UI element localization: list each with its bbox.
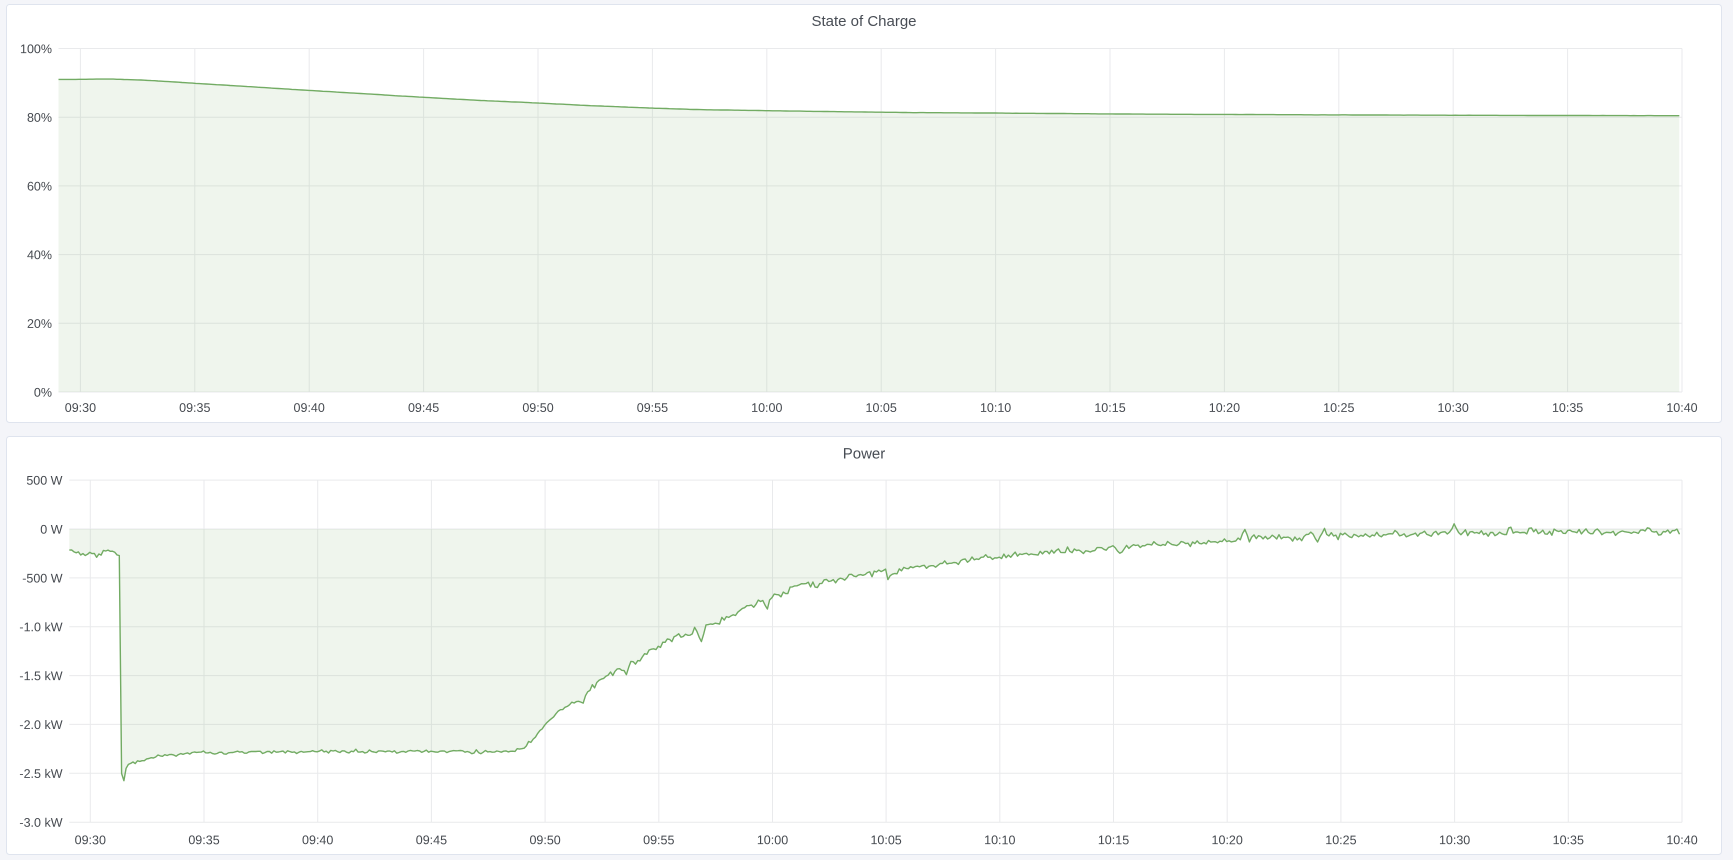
svg-text:State of Charge: State of Charge [811, 13, 916, 30]
svg-text:10:15: 10:15 [1094, 401, 1125, 415]
svg-text:10:25: 10:25 [1323, 401, 1354, 415]
svg-text:10:00: 10:00 [751, 401, 782, 415]
svg-text:10:40: 10:40 [1666, 833, 1697, 847]
svg-text:09:45: 09:45 [416, 833, 447, 847]
svg-text:10:15: 10:15 [1098, 833, 1129, 847]
svg-text:Power: Power [843, 445, 886, 462]
svg-text:10:05: 10:05 [866, 401, 897, 415]
svg-text:09:55: 09:55 [637, 401, 668, 415]
svg-text:10:20: 10:20 [1212, 833, 1243, 847]
svg-text:09:30: 09:30 [75, 833, 106, 847]
svg-text:10:30: 10:30 [1439, 833, 1470, 847]
svg-text:0 W: 0 W [40, 523, 62, 537]
svg-text:09:40: 09:40 [294, 401, 325, 415]
svg-text:10:35: 10:35 [1553, 833, 1584, 847]
svg-text:80%: 80% [27, 111, 52, 125]
svg-text:10:10: 10:10 [980, 401, 1011, 415]
svg-text:09:35: 09:35 [179, 401, 210, 415]
svg-text:10:10: 10:10 [984, 833, 1015, 847]
svg-text:10:25: 10:25 [1325, 833, 1356, 847]
svg-text:-2.5 kW: -2.5 kW [19, 767, 62, 781]
svg-text:10:30: 10:30 [1438, 401, 1469, 415]
svg-text:10:20: 10:20 [1209, 401, 1240, 415]
svg-text:09:35: 09:35 [188, 833, 219, 847]
svg-text:500 W: 500 W [26, 474, 62, 488]
svg-text:60%: 60% [27, 179, 52, 193]
svg-text:20%: 20% [27, 317, 52, 331]
svg-text:09:30: 09:30 [65, 401, 96, 415]
svg-text:09:50: 09:50 [529, 833, 560, 847]
svg-text:09:50: 09:50 [522, 401, 553, 415]
svg-text:-3.0 kW: -3.0 kW [19, 816, 62, 830]
svg-text:100%: 100% [20, 42, 52, 56]
svg-text:-500 W: -500 W [22, 571, 62, 585]
svg-text:40%: 40% [27, 248, 52, 262]
svg-text:09:40: 09:40 [302, 833, 333, 847]
svg-text:10:00: 10:00 [757, 833, 788, 847]
svg-text:10:05: 10:05 [870, 833, 901, 847]
svg-text:09:45: 09:45 [408, 401, 439, 415]
svg-text:10:35: 10:35 [1552, 401, 1583, 415]
svg-text:-2.0 kW: -2.0 kW [19, 718, 62, 732]
svg-text:0%: 0% [34, 386, 52, 400]
svg-text:-1.5 kW: -1.5 kW [19, 669, 62, 683]
svg-text:-1.0 kW: -1.0 kW [19, 620, 62, 634]
svg-text:10:40: 10:40 [1666, 401, 1697, 415]
svg-text:09:55: 09:55 [643, 833, 674, 847]
